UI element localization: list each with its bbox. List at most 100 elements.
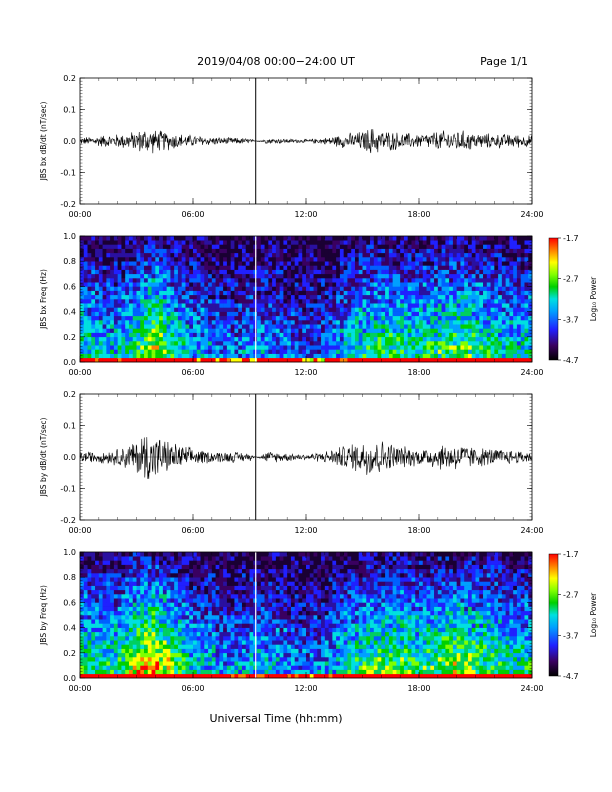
spectrogram-cell [106, 265, 111, 270]
spectrogram-cell [113, 311, 118, 317]
spectrogram-cell [524, 336, 529, 342]
spectrogram-cell [370, 311, 375, 317]
spectrogram-cell [140, 273, 145, 279]
spectrogram-cell [136, 294, 141, 300]
spectrogram-cell [434, 269, 439, 275]
spectrogram-cell [95, 349, 100, 354]
spectrogram-cell [467, 299, 473, 304]
spectrogram-cell [177, 303, 182, 308]
spectrogram-cell [264, 269, 269, 275]
spectrogram-cell [83, 320, 88, 325]
spectrogram-cell [174, 257, 179, 262]
spectrogram-cell [332, 353, 337, 359]
spectrogram-cell [306, 320, 311, 325]
spectrogram-cell [132, 560, 137, 565]
spectrogram-cell [162, 290, 167, 296]
spectrogram-cell [483, 303, 488, 308]
spectrogram-cell [177, 619, 182, 624]
spectrogram-cell [223, 248, 228, 254]
spectrogram-cell [117, 273, 122, 279]
spectrogram-cell [498, 357, 503, 363]
spectrogram-cell [155, 252, 160, 258]
spectrogram-cell [449, 353, 454, 359]
spectrogram-cell [151, 299, 156, 304]
spectrogram-cell [189, 336, 194, 342]
spectrogram-cell [91, 627, 96, 633]
spectrogram-cell [516, 240, 521, 245]
spectrogram-cell [520, 273, 525, 279]
spectrogram-cell [486, 282, 491, 287]
spectrogram-cell [87, 652, 92, 658]
spectrogram-cell [83, 589, 88, 595]
spectrogram-cell [132, 644, 137, 649]
spectrogram-cell [479, 353, 484, 359]
x-tick-label: 06:00 [181, 526, 204, 535]
spectrogram-cell [128, 303, 134, 308]
spectrogram-cell [385, 307, 390, 312]
spectrogram-cell [471, 236, 476, 241]
spectrogram-cell [102, 673, 107, 679]
spectrogram-cell [170, 252, 175, 258]
spectrogram-cell [200, 265, 205, 270]
spectrogram-cell [174, 290, 179, 296]
spectrogram-cell [110, 581, 115, 586]
spectrogram-cell [87, 669, 92, 675]
spectrogram-cell [347, 315, 352, 321]
spectrogram-cell [460, 240, 465, 245]
spectrogram-cell [91, 299, 96, 304]
spectrogram-cell [524, 257, 529, 262]
spectrogram-cell [419, 315, 424, 321]
spectrogram-cell [117, 315, 122, 321]
spectrogram-cell [185, 560, 190, 565]
spectrogram-cell [177, 307, 182, 312]
spectrogram-cell [117, 357, 122, 363]
spectrogram-cell [471, 345, 476, 350]
spectrogram-cell [290, 307, 295, 312]
spectrogram-cell [83, 357, 88, 363]
spectrogram-cell [362, 320, 367, 325]
spectrogram-cell [306, 345, 311, 350]
spectrogram-cell [524, 299, 529, 304]
spectrogram-cell [516, 353, 521, 359]
spectrogram-cell [392, 294, 397, 300]
spectrogram-cell [400, 303, 405, 308]
spectrogram-cell [162, 252, 167, 258]
spectrogram-cell [113, 610, 118, 616]
spectrogram-cell [155, 315, 160, 321]
spectrogram-cell [238, 269, 243, 275]
spectrogram-cell [91, 269, 96, 275]
spectrogram-cell [189, 328, 194, 333]
spectrogram-cell [505, 315, 510, 321]
spectrogram-cell [181, 568, 186, 574]
spectrogram-cell [185, 240, 190, 245]
spectrogram-cell [87, 349, 92, 354]
spectrogram-cell [343, 236, 348, 241]
spectrogram-cell [441, 315, 446, 321]
spectrogram-cell [113, 644, 118, 649]
spectrogram-cell [136, 669, 141, 675]
spectrogram-cell [80, 564, 85, 570]
spectrogram-cell [464, 353, 469, 359]
spectrogram-cell [411, 269, 416, 275]
spectrogram-cell [140, 594, 145, 599]
spectrogram-cell [98, 585, 103, 591]
spectrogram-cell [219, 252, 224, 258]
spectrogram-cell [249, 357, 254, 363]
spectrogram-cell [125, 299, 130, 304]
spectrogram-cell [400, 324, 405, 329]
spectrogram-cell [490, 349, 495, 354]
spectrogram-cell [479, 236, 484, 241]
spectrogram-cell [125, 665, 130, 670]
spectrogram-cell [339, 353, 344, 359]
spectrogram-cell [162, 585, 167, 591]
spectrogram-cell [362, 240, 367, 245]
spectrogram-cell [396, 290, 401, 296]
spectrogram-cell [422, 303, 427, 308]
spectrogram-cell [321, 299, 326, 304]
spectrogram-cell [238, 282, 243, 287]
spectrogram-cell [460, 307, 465, 312]
spectrogram-cell [306, 332, 311, 338]
spectrogram-cell [483, 349, 488, 354]
spectrogram-cell [185, 290, 190, 296]
spectrogram-cell [117, 581, 122, 586]
